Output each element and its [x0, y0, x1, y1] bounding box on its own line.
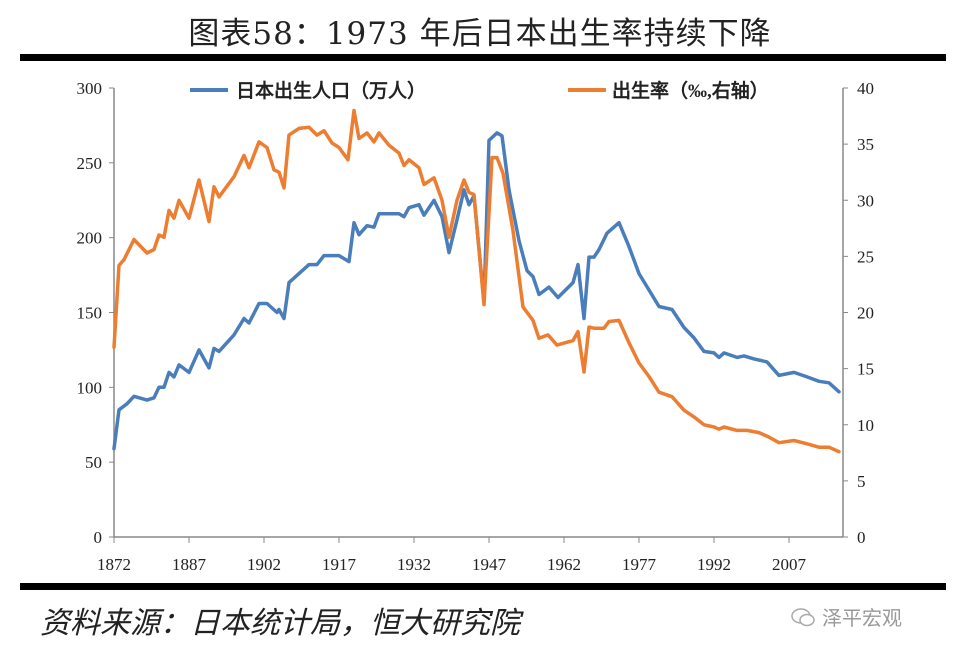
x-tick-label: 1872 [97, 555, 131, 574]
watermark: 泽平宏观 [790, 602, 902, 631]
y-tick-label-left: 150 [77, 304, 103, 323]
y-tick-label-right: 40 [857, 79, 874, 98]
y-tick-label-right: 30 [857, 191, 874, 210]
x-tick-label: 1887 [172, 555, 207, 574]
y-tick-label-right: 35 [857, 135, 874, 154]
legend-label-births: 日本出生人口（万人） [236, 79, 426, 102]
legend-label-rate: 出生率（‰,右轴） [612, 79, 769, 102]
top-divider [20, 54, 946, 61]
y-tick-label-right: 20 [857, 304, 874, 323]
y-tick-label-right: 15 [857, 360, 874, 379]
x-tick-label: 1947 [472, 555, 507, 574]
x-tick-label: 1917 [322, 555, 357, 574]
y-tick-label-right: 0 [857, 528, 866, 547]
chart-title: 图表58：1973 年后日本出生率持续下降 [188, 16, 772, 52]
x-tick-label: 1962 [547, 555, 581, 574]
y-tick-label-right: 5 [857, 472, 866, 491]
y-tick-label-left: 100 [77, 378, 103, 397]
bottom-divider [20, 583, 946, 590]
y-tick-label-left: 250 [77, 154, 103, 173]
y-tick-label-left: 50 [85, 453, 102, 472]
x-tick-label: 2007 [772, 555, 807, 574]
axes: 0 50 100 150 200 250 300 0 5 10 15 20 25 30 35 40 1872 18… [77, 79, 875, 574]
y-tick-label-left: 0 [94, 528, 103, 547]
x-tick-label: 1902 [247, 555, 281, 574]
y-tick-label-left: 300 [77, 79, 103, 98]
wechat-icon [791, 607, 815, 626]
x-tick-label: 1977 [622, 555, 657, 574]
watermark-text: 泽平宏观 [822, 606, 902, 630]
y-tick-label-right: 25 [857, 247, 874, 266]
series-line-birth-rate [112, 108, 841, 454]
series-lines [112, 108, 841, 454]
x-tick-label: 1932 [397, 555, 431, 574]
x-tick-label: 1992 [697, 555, 731, 574]
legend: 日本出生人口（万人） 出生率（‰,右轴） [190, 79, 769, 102]
series-line-births [112, 131, 841, 451]
y-tick-label-right: 10 [857, 416, 874, 435]
source-note: 资料来源：日本统计局，恒大研究院 [40, 606, 520, 641]
y-tick-label-left: 200 [77, 229, 103, 248]
